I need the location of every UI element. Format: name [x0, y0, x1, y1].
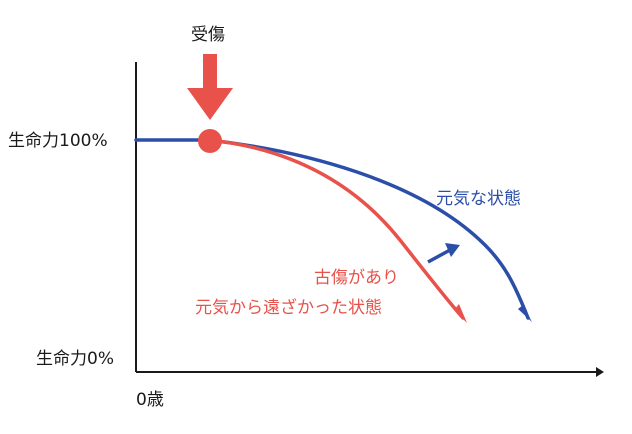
old-injury-label-line2: 元気から遠ざかった状態	[195, 298, 382, 318]
injured-curve	[208, 138, 465, 320]
life-0-label: 生命力0%	[36, 349, 114, 369]
healthy-pointer-arrow	[427, 248, 451, 264]
injury-label: 受傷	[191, 25, 225, 45]
healthy-curve	[134, 138, 530, 320]
healthy-pointer-arrowhead-icon	[445, 243, 460, 257]
life-100-label: 生命力100%	[8, 131, 108, 151]
x-axis-arrow-icon	[596, 367, 604, 377]
healthy-state-label: 元気な状態	[436, 189, 521, 209]
old-injury-label-line1: 古傷があり	[314, 268, 399, 288]
injured-curve-arrowhead-icon	[454, 304, 467, 323]
circle-marker-icon	[198, 129, 222, 153]
age-0-label: 0歳	[136, 390, 164, 410]
down-arrow-icon	[187, 88, 233, 120]
healthy-curve-arrowhead-icon	[518, 305, 532, 322]
injury-arrow-shaft	[203, 54, 217, 90]
